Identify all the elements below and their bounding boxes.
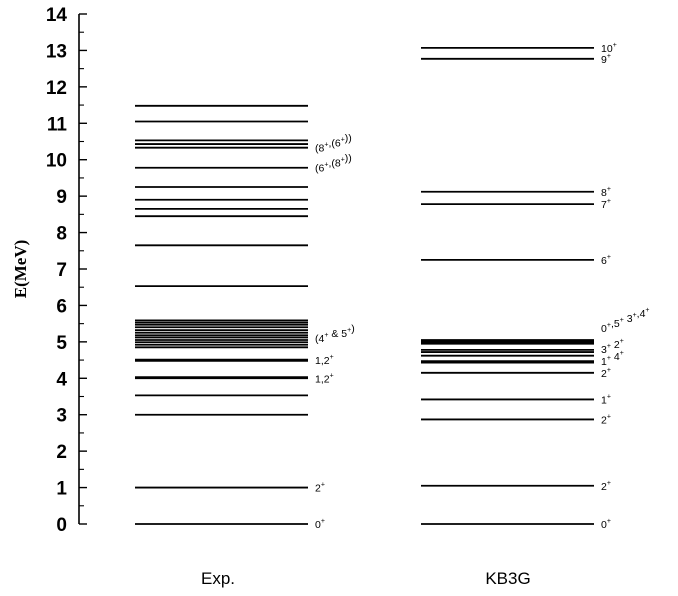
- y-tick-label: 6: [56, 296, 67, 317]
- y-tick-label: 1: [56, 479, 67, 500]
- level-label-kb3g: 2+: [601, 480, 611, 493]
- level-label-kb3g: 1+ 4+: [601, 350, 624, 368]
- level-label-kb3g: 8+: [601, 186, 611, 199]
- energy-levels: [135, 46, 594, 525]
- y-tick-label: 12: [46, 78, 67, 99]
- level-label-kb3g: 10+: [601, 42, 617, 55]
- level-annotations: 0+ 2+ 1,2+ 1,2+ (4+ & 5+) (6+,(8+))(8+,(6+)) 0…: [315, 42, 650, 531]
- level-label-exp: (6+,(8+)): [315, 153, 352, 175]
- y-axis-label: E(MeV): [11, 240, 30, 299]
- y-tick-label: 7: [56, 260, 67, 281]
- y-tick-label: 8: [56, 224, 67, 245]
- level-label-exp: 2+: [315, 482, 325, 495]
- level-label-kb3g: 0+,5+ 3+,4+: [601, 307, 650, 335]
- y-tick-label: 14: [46, 5, 68, 26]
- level-label-exp: (8+,(6+)): [315, 133, 352, 155]
- y-tick-label: 9: [56, 187, 67, 208]
- level-label-exp: 1,2+: [315, 372, 334, 385]
- y-tick-label: 0: [56, 515, 67, 536]
- y-tick-label: 10: [46, 151, 67, 172]
- level-label-kb3g: 9+: [601, 53, 611, 66]
- y-tick-label: 4: [56, 369, 67, 390]
- column-label-exp: Exp.: [201, 569, 235, 588]
- column-label-kb3g: KB3G: [485, 569, 530, 588]
- level-label-kb3g: 7+: [601, 198, 611, 211]
- level-label-kb3g: 0+: [601, 518, 611, 531]
- y-tick-label: 5: [56, 333, 67, 354]
- level-label-kb3g: 6+: [601, 254, 611, 267]
- level-label-kb3g: 3+ 2+: [601, 338, 624, 356]
- level-label-exp: 0+: [315, 518, 325, 531]
- y-tick-label: 3: [56, 406, 67, 427]
- level-label-exp: 1,2+: [315, 354, 334, 367]
- y-tick-label: 2: [56, 442, 67, 463]
- level-label-kb3g: 2+: [601, 367, 611, 380]
- y-tick-label: 13: [46, 41, 67, 62]
- level-label-exp: (4+ & 5+): [315, 323, 355, 345]
- level-label-kb3g: 1+: [601, 393, 611, 406]
- y-tick-label: 11: [47, 114, 68, 135]
- level-label-kb3g: 2+: [601, 413, 611, 426]
